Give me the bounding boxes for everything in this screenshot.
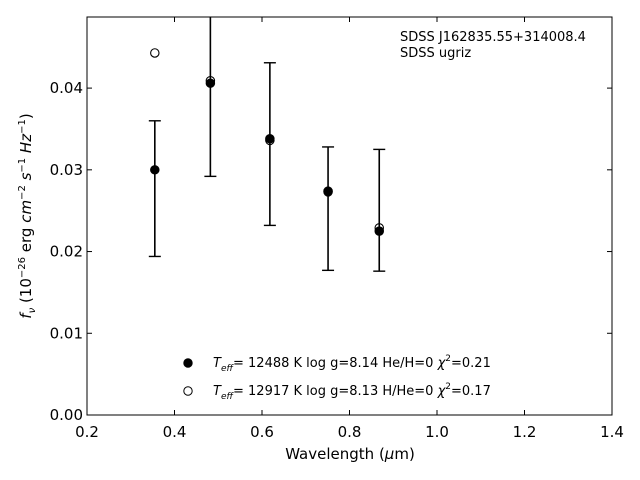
legend-2-chi-exp: 2	[445, 382, 451, 392]
data-point-filled	[374, 226, 384, 236]
x-tick-label: 1.0	[425, 423, 449, 441]
data-point-open	[374, 223, 384, 233]
annotation-photometry: SDSS ugriz	[400, 46, 471, 61]
legend-2-t: T	[213, 384, 222, 399]
legend-1-text: = 12488 K log g=8.14 He/H=0	[233, 356, 438, 371]
legend-1-chi: χ	[437, 356, 447, 371]
data-point-filled	[205, 78, 216, 88]
x-axis-label-mu: μ	[384, 445, 395, 463]
y-label-s: s	[17, 172, 35, 185]
legend-marker-filled	[183, 358, 193, 368]
x-axis-label-main: Wavelength (	[285, 445, 385, 463]
legend-1-chi-exp: 2	[445, 354, 451, 364]
y-label-exp2: −2	[17, 185, 28, 200]
y-label-open: (10	[17, 278, 35, 308]
y-label-erg: erg	[17, 223, 35, 257]
y-label-close: )	[17, 113, 35, 119]
y-label-cm: cm	[17, 200, 35, 223]
data-points	[150, 48, 384, 236]
y-label-nu: ν	[27, 307, 38, 313]
data-point-open	[265, 135, 275, 146]
x-axis-label-unit: m)	[394, 445, 414, 463]
x-tick-label: 0.6	[250, 423, 274, 441]
legend-entry-1: Teff= 12488 K log g=8.14 He/H=0 χ2=0.21	[213, 354, 491, 374]
y-label-hz: Hz	[17, 133, 35, 158]
legend-entry-2: Teff= 12917 K log g=8.13 H/He=0 χ2=0.17	[213, 382, 491, 402]
legend-2-eff: eff	[221, 392, 235, 402]
data-point-open	[323, 187, 333, 197]
legend-2-text: = 12917 K log g=8.13 H/He=0	[233, 384, 438, 399]
data-point-open	[205, 75, 216, 86]
legend-1-t: T	[213, 356, 222, 371]
y-label-exp1: −26	[17, 257, 28, 278]
x-tick-label: 1.4	[600, 423, 624, 441]
y-tick-label: 0.04	[50, 79, 83, 97]
y-tick-label: 0.02	[50, 243, 83, 261]
legend: Teff= 12488 K log g=8.14 He/H=0 χ2=0.21 …	[183, 354, 491, 402]
data-point-open	[150, 48, 160, 58]
legend-2-chi-val: =0.17	[451, 384, 491, 399]
y-tick-label: 0.01	[50, 324, 83, 342]
y-axis-label: fν (10−26 erg cm−2 s−1 Hz−1)	[17, 113, 38, 318]
y-tick-label: 0.00	[50, 406, 83, 424]
y-label-exp3: −1	[17, 158, 28, 173]
data-point-filled	[150, 165, 160, 175]
plot-frame	[86, 16, 613, 416]
x-tick-label: 0.4	[163, 423, 187, 441]
legend-1-eff: eff	[221, 364, 235, 374]
legend-2-chi: χ	[437, 384, 447, 399]
y-label-exp4: −1	[17, 119, 28, 134]
y-label-f: f	[17, 311, 35, 319]
y-tick-label: 0.03	[50, 161, 83, 179]
legend-marker-open	[183, 386, 193, 396]
x-tick-label: 0.2	[75, 423, 99, 441]
annotation-object-name: SDSS J162835.55+314008.4	[400, 30, 586, 45]
x-axis-label: Wavelength (μm)	[285, 445, 415, 463]
x-tick-label: 0.8	[338, 423, 362, 441]
x-tick-label: 1.2	[513, 423, 537, 441]
legend-1-chi-val: =0.21	[451, 356, 491, 371]
